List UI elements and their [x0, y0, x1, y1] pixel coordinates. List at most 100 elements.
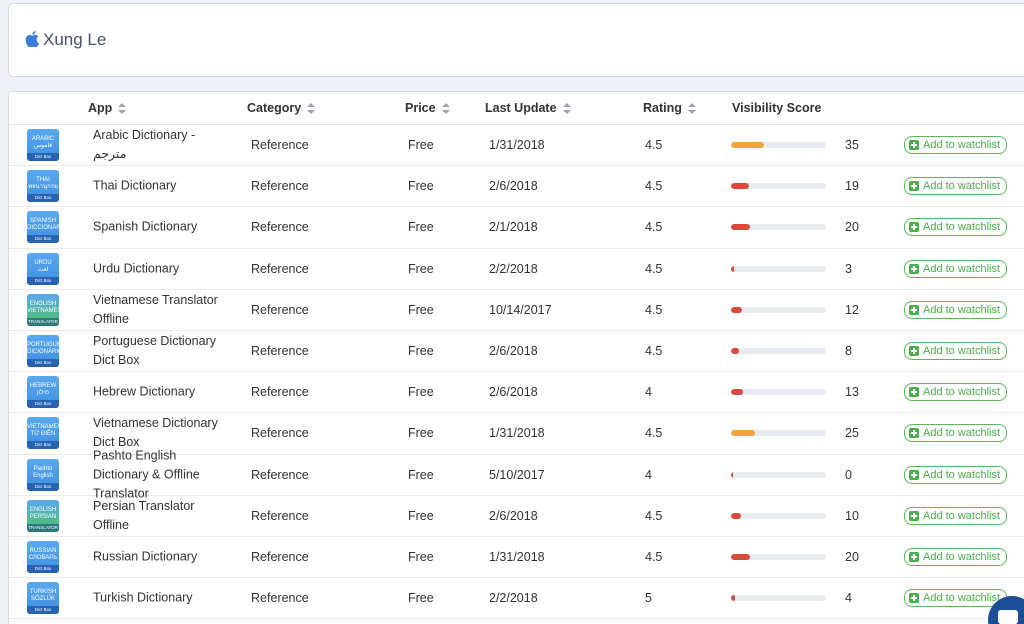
app-name[interactable]: Thai Dictionary	[93, 178, 177, 193]
table-row[interactable]: THAI พจนานุกรม Dict Box Thai Dictionary …	[9, 166, 1024, 208]
add-to-watchlist-button[interactable]: Add to watchlist	[904, 547, 1008, 566]
visibility-bar-fill	[731, 142, 765, 149]
app-category: Reference	[251, 426, 309, 441]
app-icon[interactable]: Pashto English Dict Box	[27, 458, 59, 491]
table-row[interactable]: RUSSIAN СЛОВАРЬ Dict Box Russian Diction…	[9, 537, 1024, 579]
app-name[interactable]: Hebrew Dictionary	[93, 384, 196, 399]
add-to-watchlist-button[interactable]: Add to watchlist	[904, 465, 1008, 484]
table-row[interactable]: HEBREW מילון Dict Box Hebrew Dictionary …	[9, 372, 1024, 414]
app-price: Free	[408, 261, 434, 276]
app-icon[interactable]: HEBREW מילון Dict Box	[27, 376, 59, 409]
app-icon[interactable]: RUSSIAN СЛОВАРЬ Dict Box	[27, 540, 59, 573]
table-row[interactable]: ENGLISH PERSIAN TRANSLATOR OFFLINE Persi…	[9, 496, 1024, 537]
visibility-bar	[731, 142, 826, 149]
app-last-update: 1/31/2018	[489, 426, 545, 441]
add-to-watchlist-button[interactable]: Add to watchlist	[904, 506, 1008, 525]
table-row[interactable]: PORTUGUESE DICIONÁRIO Dict Box Portugues…	[9, 331, 1024, 373]
app-category: Reference	[251, 138, 309, 153]
visibility-score: 19	[845, 179, 859, 194]
add-to-watchlist-button[interactable]: Add to watchlist	[904, 589, 1008, 608]
app-rating: 4.5	[645, 138, 663, 153]
app-category: Reference	[251, 344, 309, 359]
add-to-watchlist-button[interactable]: Add to watchlist	[904, 259, 1008, 278]
app-icon[interactable]: ARABIC قاموس Dict Box	[27, 129, 59, 161]
visibility-bar	[731, 553, 826, 560]
app-last-update: 10/14/2017	[489, 302, 552, 317]
sort-icon[interactable]	[687, 102, 696, 114]
column-header-price[interactable]: Price	[405, 101, 450, 115]
visibility-score: 25	[845, 426, 859, 441]
app-icon[interactable]: TURKISH SÖZLÜK Dict Box	[27, 582, 59, 615]
add-to-watchlist-button[interactable]: Add to watchlist	[904, 136, 1008, 155]
app-name[interactable]: Russian Dictionary	[93, 549, 198, 564]
app-name[interactable]: Persian Translator Offline	[93, 498, 195, 532]
sort-icon[interactable]	[307, 102, 316, 114]
apple-icon	[25, 31, 39, 47]
table-row[interactable]: ARABIC قاموس Dict Box Arabic Dictionary …	[9, 125, 1024, 167]
app-last-update: 1/31/2018	[489, 138, 545, 153]
app-icon[interactable]: VIETNAMESE TỪ ĐIỂN Dict Box	[27, 417, 59, 450]
column-header-rating[interactable]: Rating	[643, 101, 696, 115]
table-row[interactable]: Pashto English Dict Box Pashto English D…	[9, 448, 1024, 500]
developer-header: Xung Le	[8, 3, 1024, 77]
app-price: Free	[408, 138, 434, 153]
add-to-watchlist-button[interactable]: Add to watchlist	[904, 218, 1008, 237]
app-rating: 4.5	[645, 261, 663, 276]
plus-icon	[909, 222, 919, 233]
table-row[interactable]: URDU لغت Dict Box Urdu Dictionary Refere…	[9, 249, 1024, 290]
visibility-score: 12	[845, 302, 859, 317]
app-last-update: 2/6/2018	[489, 344, 538, 359]
add-to-watchlist-button[interactable]: Add to watchlist	[904, 300, 1008, 319]
app-name[interactable]: Pashto English Dictionary & Offline Tran…	[93, 448, 200, 501]
app-icon[interactable]: URDU لغت Dict Box	[27, 252, 59, 285]
column-header-category[interactable]: Category	[247, 101, 316, 115]
app-name[interactable]: Spanish Dictionary	[93, 219, 198, 234]
app-price: Free	[408, 344, 434, 359]
app-name[interactable]: Vietnamese Dictionary Dict Box	[93, 416, 218, 450]
table-row[interactable]: TURKISH SÖZLÜK Dict Box Turkish Dictiona…	[9, 578, 1024, 620]
app-category: Reference	[251, 385, 309, 400]
app-last-update: 5/10/2017	[489, 467, 545, 482]
sort-icon[interactable]	[118, 102, 127, 114]
plus-icon	[909, 181, 919, 192]
column-header-last-update[interactable]: Last Update	[485, 101, 571, 115]
column-header-app[interactable]: App	[88, 101, 127, 115]
app-price: Free	[408, 302, 434, 317]
app-rating: 4.5	[645, 508, 663, 523]
app-name[interactable]: Arabic Dictionary - مترجم	[93, 128, 196, 162]
sort-icon[interactable]	[441, 102, 450, 114]
table-row[interactable]: VIETNAMESE TỪ ĐIỂN Dict Box Vietnamese D…	[9, 413, 1024, 455]
visibility-bar	[731, 224, 826, 231]
app-name[interactable]: Urdu Dictionary	[93, 261, 180, 276]
app-name[interactable]: Portuguese Dictionary Dict Box	[93, 334, 216, 368]
visibility-bar-fill	[731, 389, 744, 396]
visibility-bar-fill	[731, 553, 750, 560]
app-icon[interactable]: SPANISH DICCIONARIO Dict Box	[27, 211, 59, 244]
app-last-update: 1/31/2018	[489, 549, 545, 564]
app-icon[interactable]: ENGLISH PERSIAN TRANSLATOR OFFLINE	[27, 499, 59, 532]
table-row[interactable]: SPANISH DICCIONARIO Dict Box Spanish Dic…	[9, 207, 1024, 249]
add-to-watchlist-button[interactable]: Add to watchlist	[904, 424, 1008, 443]
visibility-bar	[731, 348, 826, 355]
add-to-watchlist-button[interactable]: Add to watchlist	[904, 383, 1008, 402]
app-price: Free	[408, 591, 434, 606]
visibility-bar	[731, 183, 826, 190]
app-icon[interactable]: PORTUGUESE DICIONÁRIO Dict Box	[27, 334, 59, 367]
sort-icon[interactable]	[562, 102, 571, 114]
plus-icon	[909, 263, 919, 274]
app-price: Free	[408, 426, 434, 441]
app-icon[interactable]: THAI พจนานุกรม Dict Box	[27, 170, 59, 203]
plus-icon	[909, 304, 919, 315]
app-icon[interactable]: ENGLISH VIETNAMESE TRANSLATOR OFFLINE	[27, 293, 59, 326]
app-rating: 5	[645, 591, 652, 606]
add-to-watchlist-button[interactable]: Add to watchlist	[904, 342, 1008, 361]
app-last-update: 2/2/2018	[489, 261, 538, 276]
app-name[interactable]: Turkish Dictionary	[93, 590, 193, 605]
app-name[interactable]: Vietnamese Translator Offline	[93, 292, 218, 326]
visibility-bar-fill	[731, 265, 734, 272]
table-row[interactable]: ENGLISH VIETNAMESE TRANSLATOR OFFLINE Vi…	[9, 290, 1024, 331]
visibility-score: 13	[845, 385, 859, 400]
app-rating: 4	[645, 385, 652, 400]
add-to-watchlist-button[interactable]: Add to watchlist	[904, 177, 1008, 196]
visibility-bar	[731, 265, 826, 272]
